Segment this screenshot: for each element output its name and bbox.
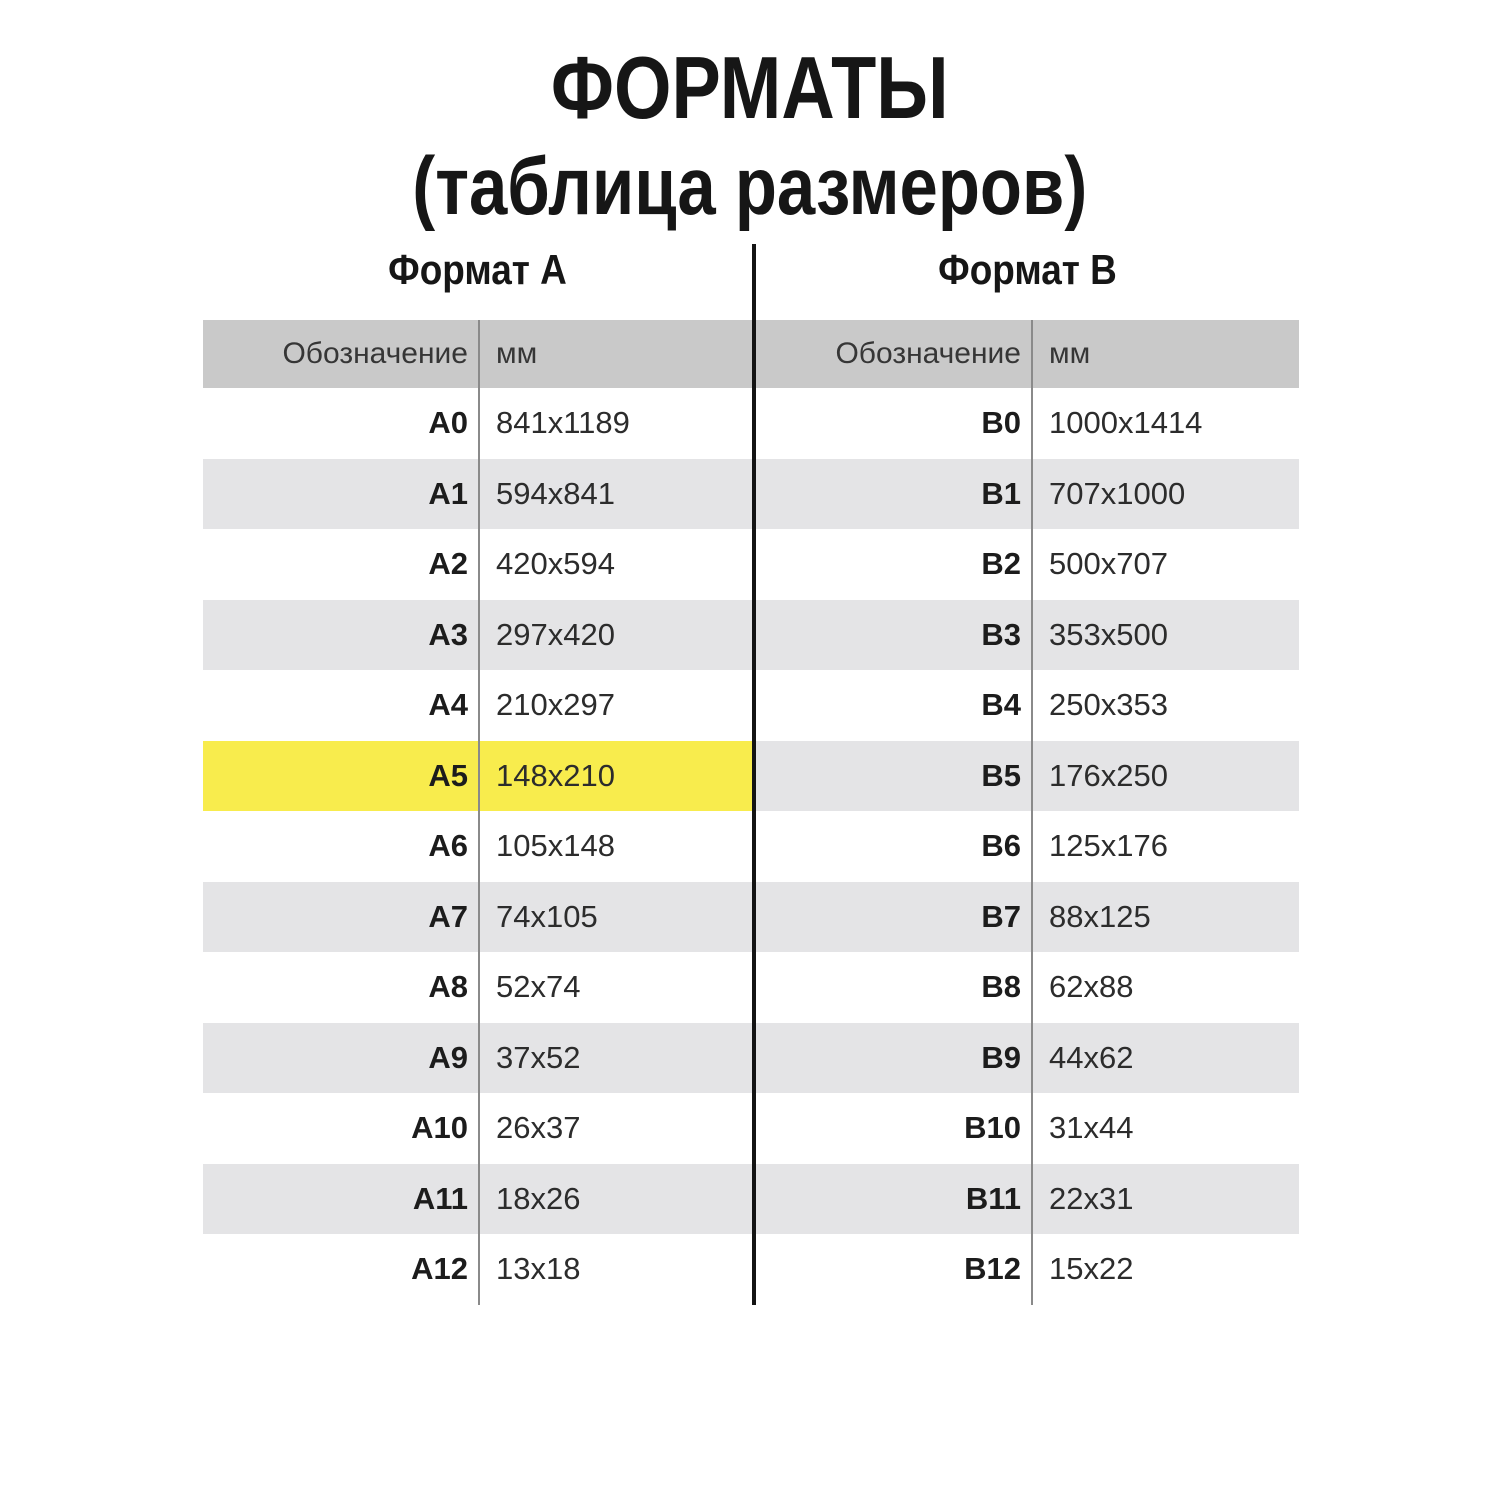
format-designation: A7 [428,898,468,934]
page-title-line2: (таблица размеров) [412,141,1088,232]
format-designation: A9 [428,1039,468,1075]
table-row: A11 18x26 [203,1163,752,1234]
table-header-row: Обозначение мм [203,320,752,388]
table-row: A2 420x594 [203,529,752,600]
column-header-mm: мм [1031,320,1299,388]
format-designation: A0 [428,405,468,441]
table-row: B5 176x250 [756,740,1299,811]
table-row: B12 15x22 [756,1234,1299,1305]
format-designation: A11 [412,1180,468,1216]
table-row: B4 250x353 [756,670,1299,741]
table-row: B10 31x44 [756,1093,1299,1164]
section-title-format-a: Формат А [203,246,752,294]
table-row: B7 88x125 [756,881,1299,952]
format-designation: A2 [428,546,468,582]
format-size-mm: 13x18 [478,1234,752,1305]
table-row: B2 500x707 [756,529,1299,600]
center-divider-line [752,244,756,1305]
format-size-mm: 500x707 [1031,529,1299,600]
format-size-mm: 176x250 [1031,740,1299,811]
table-row: B8 62x88 [756,952,1299,1023]
format-designation: A10 [411,1110,468,1146]
table-row: B6 125x176 [756,811,1299,882]
page-title-line1: ФОРМАТЫ [551,38,949,137]
column-header-designation: Обозначение [282,337,468,370]
format-designation: A8 [428,969,468,1005]
format-size-mm: 88x125 [1031,881,1299,952]
table-header-row: Обозначение мм [756,320,1299,388]
format-size-mm: 594x841 [478,458,752,529]
format-size-mm: 420x594 [478,529,752,600]
format-designation: B6 [981,828,1021,864]
format-size-mm: 148x210 [478,740,752,811]
table-row: A1 594x841 [203,458,752,529]
page-title: ФОРМАТЫ (таблица размеров) [0,44,1500,228]
section-title-format-a-label: Формат А [388,246,567,293]
format-size-mm: 18x26 [478,1163,752,1234]
format-size-mm: 26x37 [478,1093,752,1164]
format-size-mm: 841x1189 [478,388,752,459]
table-row: A0 841x1189 [203,388,752,459]
format-designation: A12 [411,1251,468,1287]
format-designation: A1 [428,475,468,511]
format-designation: A3 [428,616,468,652]
format-designation: B5 [981,757,1021,793]
format-designation: B1 [981,475,1021,511]
column-header-designation: Обозначение [835,337,1021,370]
format-size-mm: 22x31 [1031,1163,1299,1234]
format-size-mm: 353x500 [1031,599,1299,670]
format-size-mm: 44x62 [1031,1022,1299,1093]
table-row: B9 44x62 [756,1022,1299,1093]
format-designation: B11 [965,1180,1021,1216]
format-size-mm: 125x176 [1031,811,1299,882]
table-row: A10 26x37 [203,1093,752,1164]
format-b-table: Обозначение мм B0 1000x1414 B1 707x1000 B2 50… [756,320,1299,1305]
table-row: A12 13x18 [203,1234,752,1305]
format-size-mm: 62x88 [1031,952,1299,1023]
format-designation: B4 [981,687,1021,723]
format-designation: B2 [981,546,1021,582]
format-size-mm: 297x420 [478,599,752,670]
format-designation: B7 [981,898,1021,934]
table-row: A9 37x52 [203,1022,752,1093]
format-size-mm: 15x22 [1031,1234,1299,1305]
format-designation: A5 [428,757,468,793]
format-size-mm: 707x1000 [1031,458,1299,529]
table-row: B3 353x500 [756,599,1299,670]
format-size-mm: 105x148 [478,811,752,882]
format-designation: B0 [981,405,1021,441]
format-designation: B9 [981,1039,1021,1075]
format-b-rows: B0 1000x1414 B1 707x1000 B2 500x707 B3 353x500 B… [756,388,1299,1305]
column-header-mm: мм [478,320,752,388]
format-designation: B3 [981,616,1021,652]
section-title-format-b-label: Формат B [938,246,1117,293]
format-size-mm: 210x297 [478,670,752,741]
table-row: A6 105x148 [203,811,752,882]
table-row: A3 297x420 [203,599,752,670]
format-a-table: Обозначение мм A0 841x1189 A1 594x841 A2 420x… [203,320,752,1305]
table-row: A4 210x297 [203,670,752,741]
table-row: A5 148x210 [203,740,752,811]
format-size-mm: 74x105 [478,881,752,952]
table-row: A7 74x105 [203,881,752,952]
format-designation: B12 [964,1251,1021,1287]
format-size-mm: 250x353 [1031,670,1299,741]
format-size-mm: 1000x1414 [1031,388,1299,459]
format-a-rows: A0 841x1189 A1 594x841 A2 420x594 A3 297x420 A4 2… [203,388,752,1305]
format-size-mm: 31x44 [1031,1093,1299,1164]
format-designation: A4 [428,687,468,723]
format-designation: A6 [428,828,468,864]
format-size-mm: 37x52 [478,1022,752,1093]
format-designation: B10 [964,1110,1021,1146]
table-row: A8 52x74 [203,952,752,1023]
table-row: B1 707x1000 [756,458,1299,529]
format-designation: B8 [981,969,1021,1005]
table-row: B0 1000x1414 [756,388,1299,459]
format-size-mm: 52x74 [478,952,752,1023]
table-row: B11 22x31 [756,1163,1299,1234]
section-title-format-b: Формат B [756,246,1299,294]
